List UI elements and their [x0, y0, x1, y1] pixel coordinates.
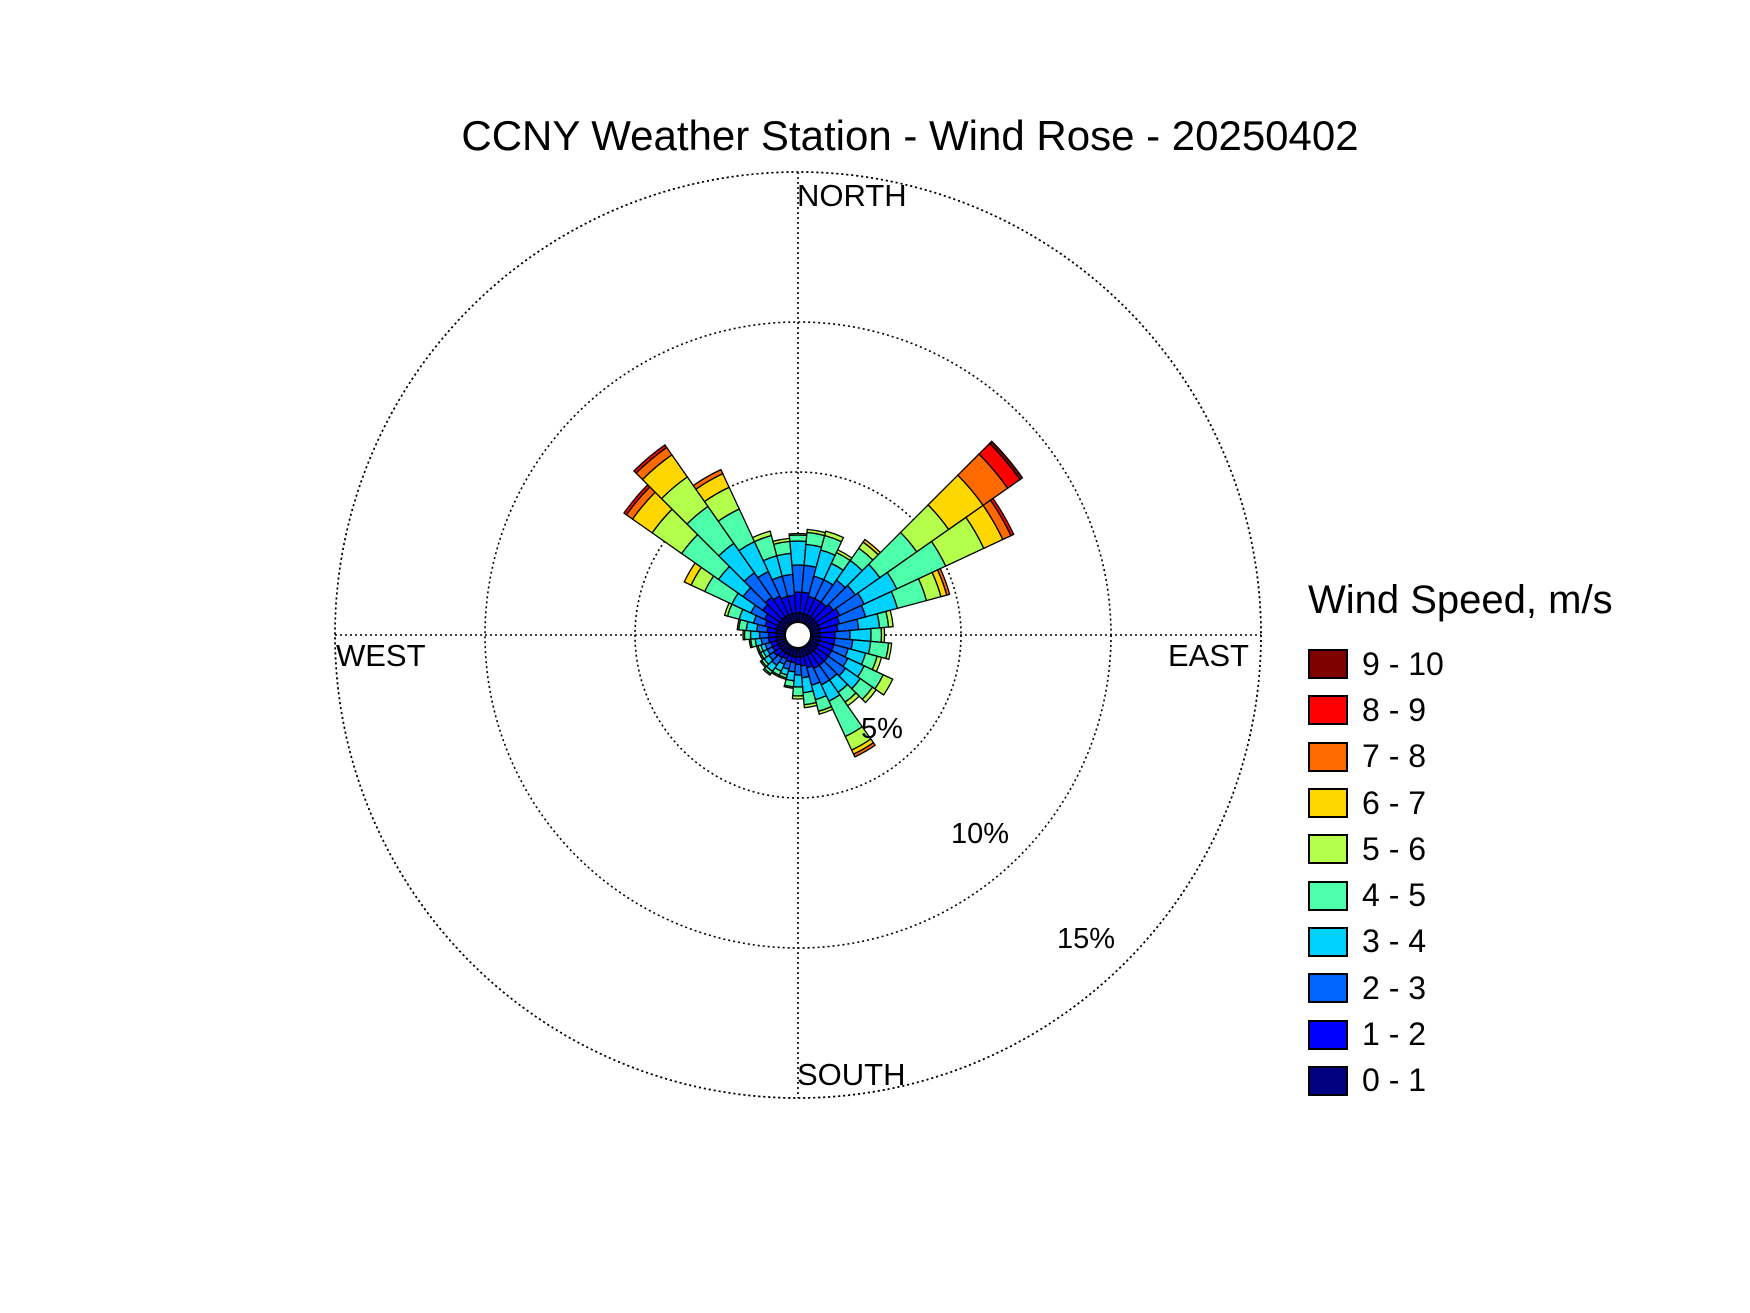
legend-item: 3 - 4 [1308, 919, 1613, 965]
legend-item: 2 - 3 [1308, 965, 1613, 1011]
wedge-270deg-bin-5 [742, 629, 746, 641]
legend: Wind Speed, m/s 9 - 10 8 - 9 7 - 8 6 - 7 5 -… [1308, 578, 1613, 1104]
wedge-170deg-bin-5 [803, 701, 818, 709]
legend-label: 2 - 3 [1362, 969, 1427, 1006]
legend-swatch [1308, 880, 1348, 911]
legend-swatch [1308, 834, 1348, 865]
legend-swatch [1308, 1065, 1348, 1096]
legend-items: 9 - 10 8 - 9 7 - 8 6 - 7 5 - 6 4 - 5 3 - 4 2 - … [1308, 641, 1613, 1104]
legend-swatch [1308, 649, 1348, 680]
legend-swatch [1308, 973, 1348, 1004]
wedge-60deg-bin-8 [989, 497, 1015, 537]
wedge-190deg-bin-5 [783, 684, 795, 690]
legend-item: 4 - 5 [1308, 872, 1613, 918]
legend-item: 8 - 9 [1308, 687, 1613, 733]
legend-label: 8 - 9 [1362, 691, 1427, 728]
wedge-340deg-bin-5 [751, 530, 773, 543]
wedge-120deg-bin-5 [874, 673, 894, 696]
wedge-130deg-bin-5 [861, 686, 878, 704]
wedge-160deg-bin-5 [817, 705, 834, 716]
ring-label-15: 15% [1057, 923, 1116, 955]
legend-title: Wind Speed, m/s [1308, 578, 1613, 622]
legend-item: 5 - 6 [1308, 826, 1613, 872]
wedge-70deg-bin-7 [936, 567, 951, 596]
legend-item: 7 - 8 [1308, 734, 1613, 780]
wedge-230deg-bin-5 [759, 659, 768, 669]
legend-label: 3 - 4 [1362, 923, 1427, 960]
legend-label: 1 - 2 [1362, 1016, 1427, 1053]
wedge-180deg-bin-5 [791, 695, 805, 700]
legend-label: 9 - 10 [1362, 645, 1444, 682]
legend-swatch [1308, 788, 1348, 819]
wedge-0deg-bin-4 [788, 534, 808, 543]
wedge-220deg-bin-5 [762, 667, 772, 677]
wedge-90deg-bin-5 [880, 626, 886, 644]
center-hole [784, 621, 812, 649]
ring-label-5: 5% [861, 713, 903, 745]
legend-label: 4 - 5 [1362, 877, 1427, 914]
wedge-80deg-bin-5 [885, 609, 894, 628]
legend-swatch [1308, 695, 1348, 726]
wedge-0deg-bin-5 [788, 532, 808, 537]
ring-label-10: 10% [951, 818, 1010, 850]
legend-label: 7 - 8 [1362, 738, 1427, 775]
legend-label: 5 - 6 [1362, 830, 1427, 867]
wedge-180deg-bin-4 [791, 686, 805, 697]
wedge-270deg-bin-4 [743, 629, 752, 641]
wedge-150deg-bin-7 [852, 741, 877, 758]
wedge-100deg-bin-5 [885, 642, 893, 661]
west-label: WEST [336, 638, 426, 673]
legend-label: 6 - 7 [1362, 784, 1427, 821]
legend-label: 0 - 1 [1362, 1062, 1427, 1099]
wedge-20deg-bin-5 [823, 530, 845, 543]
chart-title: CCNY Weather Station - Wind Rose - 20250… [461, 112, 1359, 159]
legend-item: 1 - 2 [1308, 1011, 1613, 1057]
legend-swatch [1308, 741, 1348, 772]
legend-swatch [1308, 1019, 1348, 1050]
wedge-90deg-bin-4 [870, 627, 883, 643]
wedge-320deg-bin-8 [633, 444, 668, 474]
wedge-0deg-bin-3 [789, 540, 807, 566]
wedge-350deg-bin-5 [772, 537, 791, 545]
south-label: SOUTH [797, 1057, 906, 1092]
legend-item: 6 - 7 [1308, 780, 1613, 826]
wedge-50deg-bin-9 [988, 440, 1024, 481]
legend-item: 9 - 10 [1308, 641, 1613, 687]
north-label: NORTH [797, 178, 907, 213]
legend-item: 0 - 1 [1308, 1058, 1613, 1104]
east-label: EAST [1168, 638, 1249, 673]
legend-swatch [1308, 926, 1348, 957]
wedge-330deg-bin-7 [692, 468, 724, 491]
